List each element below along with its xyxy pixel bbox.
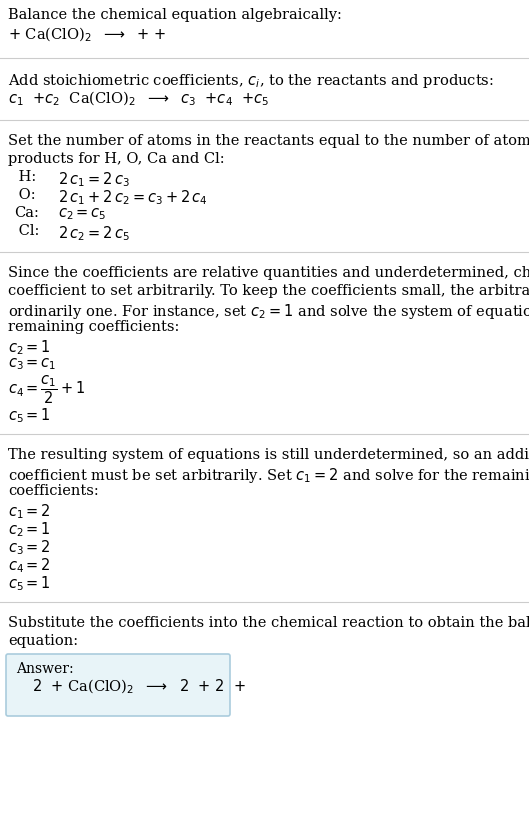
Text: $c_4 = \dfrac{c_1}{2} + 1$: $c_4 = \dfrac{c_1}{2} + 1$ [8,374,86,406]
Text: $c_4 = 2$: $c_4 = 2$ [8,556,51,575]
Text: Ca:: Ca: [14,206,39,220]
Text: remaining coefficients:: remaining coefficients: [8,320,179,334]
Text: $c_3 = c_1$: $c_3 = c_1$ [8,356,57,372]
Text: ordinarily one. For instance, set $c_2 = 1$ and solve the system of equations fo: ordinarily one. For instance, set $c_2 =… [8,302,529,321]
Text: Answer:: Answer: [16,662,74,676]
Text: $+$ Ca(ClO)$_2$  $\longrightarrow$  $+$ $+$: $+$ Ca(ClO)$_2$ $\longrightarrow$ $+$ $+… [8,26,166,44]
Text: $2$  $+$ Ca(ClO)$_2$  $\longrightarrow$  $2$  $+$ $2$  $+$: $2$ $+$ Ca(ClO)$_2$ $\longrightarrow$ $2… [32,678,246,696]
Text: Substitute the coefficients into the chemical reaction to obtain the balanced: Substitute the coefficients into the che… [8,616,529,630]
Text: $c_2 = c_5$: $c_2 = c_5$ [58,206,107,222]
Text: $2\,c_1 = 2\,c_3$: $2\,c_1 = 2\,c_3$ [58,170,130,188]
Text: $c_5 = 1$: $c_5 = 1$ [8,574,51,593]
Text: $c_1$  $+c_2$  Ca(ClO)$_2$  $\longrightarrow$  $c_3$  $+c_4$  $+c_5$: $c_1$ $+c_2$ Ca(ClO)$_2$ $\longrightarro… [8,90,269,108]
Text: O:: O: [14,188,35,202]
Text: $c_5 = 1$: $c_5 = 1$ [8,406,51,425]
Text: $c_2 = 1$: $c_2 = 1$ [8,520,51,539]
Text: $c_3 = 2$: $c_3 = 2$ [8,538,51,557]
Text: equation:: equation: [8,634,78,648]
Text: $2\,c_2 = 2\,c_5$: $2\,c_2 = 2\,c_5$ [58,224,130,243]
Text: H:: H: [14,170,37,184]
Text: $2\,c_1 + 2\,c_2 = c_3 + 2\,c_4$: $2\,c_1 + 2\,c_2 = c_3 + 2\,c_4$ [58,188,208,207]
Text: Balance the chemical equation algebraically:: Balance the chemical equation algebraica… [8,8,342,22]
Text: products for H, O, Ca and Cl:: products for H, O, Ca and Cl: [8,152,225,166]
Text: $c_2 = 1$: $c_2 = 1$ [8,338,51,357]
Text: coefficients:: coefficients: [8,484,99,498]
Text: $c_1 = 2$: $c_1 = 2$ [8,502,51,520]
Text: Since the coefficients are relative quantities and underdetermined, choose a: Since the coefficients are relative quan… [8,266,529,280]
FancyBboxPatch shape [6,654,230,716]
Text: coefficient to set arbitrarily. To keep the coefficients small, the arbitrary va: coefficient to set arbitrarily. To keep … [8,284,529,298]
Text: Set the number of atoms in the reactants equal to the number of atoms in the: Set the number of atoms in the reactants… [8,134,529,148]
Text: coefficient must be set arbitrarily. Set $c_1 = 2$ and solve for the remaining: coefficient must be set arbitrarily. Set… [8,466,529,485]
Text: The resulting system of equations is still underdetermined, so an additional: The resulting system of equations is sti… [8,448,529,462]
Text: Add stoichiometric coefficients, $c_i$, to the reactants and products:: Add stoichiometric coefficients, $c_i$, … [8,72,494,90]
Text: Cl:: Cl: [14,224,39,238]
